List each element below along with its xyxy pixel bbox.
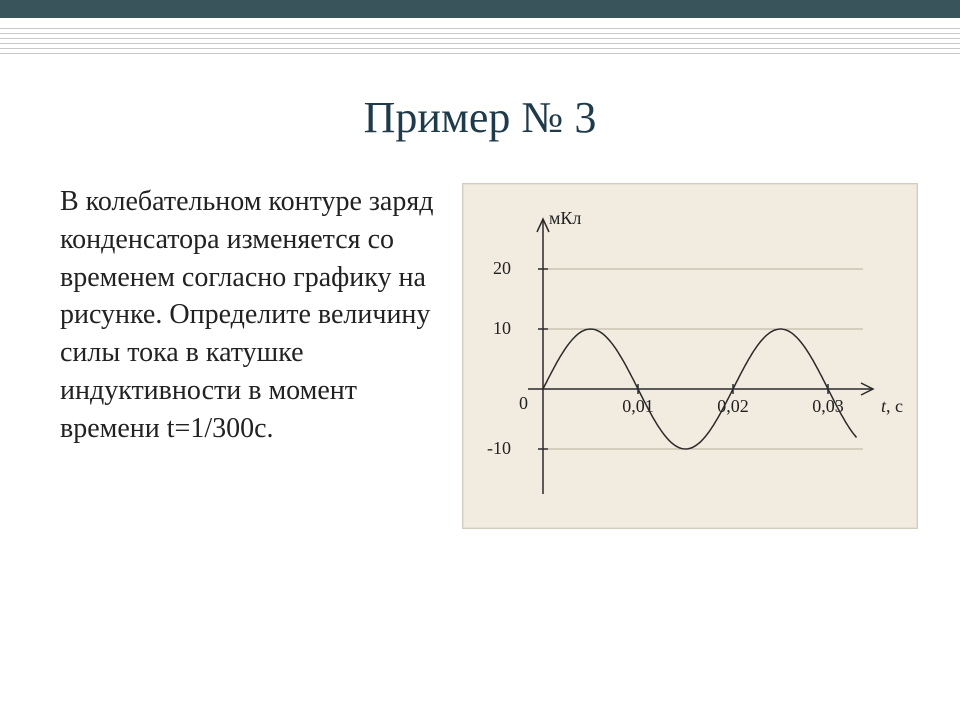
sine-chart: мКл 20 10 0 -10 0,01 0,02 0,03 t, с bbox=[473, 194, 903, 514]
y-tick-0: 0 bbox=[519, 393, 528, 413]
x-tick-001: 0,01 bbox=[622, 396, 654, 416]
y-tick-n10: -10 bbox=[487, 438, 511, 458]
chart-axes bbox=[528, 219, 873, 494]
x-tick-002: 0,02 bbox=[717, 396, 749, 416]
content-row: В колебательном контуре заряд конденсато… bbox=[0, 183, 960, 529]
problem-text: В колебательном контуре заряд конденсато… bbox=[60, 183, 450, 448]
header-accent-bar bbox=[0, 0, 960, 18]
y-tick-20: 20 bbox=[493, 258, 511, 278]
header-rule-lines bbox=[0, 18, 960, 64]
chart-container: мКл 20 10 0 -10 0,01 0,02 0,03 t, с bbox=[460, 183, 920, 529]
chart-grid bbox=[543, 269, 863, 449]
slide-title: Пример № 3 bbox=[0, 92, 960, 143]
y-axis-label: мКл bbox=[549, 208, 581, 228]
x-axis-label: t, с bbox=[881, 396, 903, 416]
y-tick-10: 10 bbox=[493, 318, 511, 338]
x-tick-003: 0,03 bbox=[812, 396, 844, 416]
chart-paper: мКл 20 10 0 -10 0,01 0,02 0,03 t, с bbox=[462, 183, 918, 529]
